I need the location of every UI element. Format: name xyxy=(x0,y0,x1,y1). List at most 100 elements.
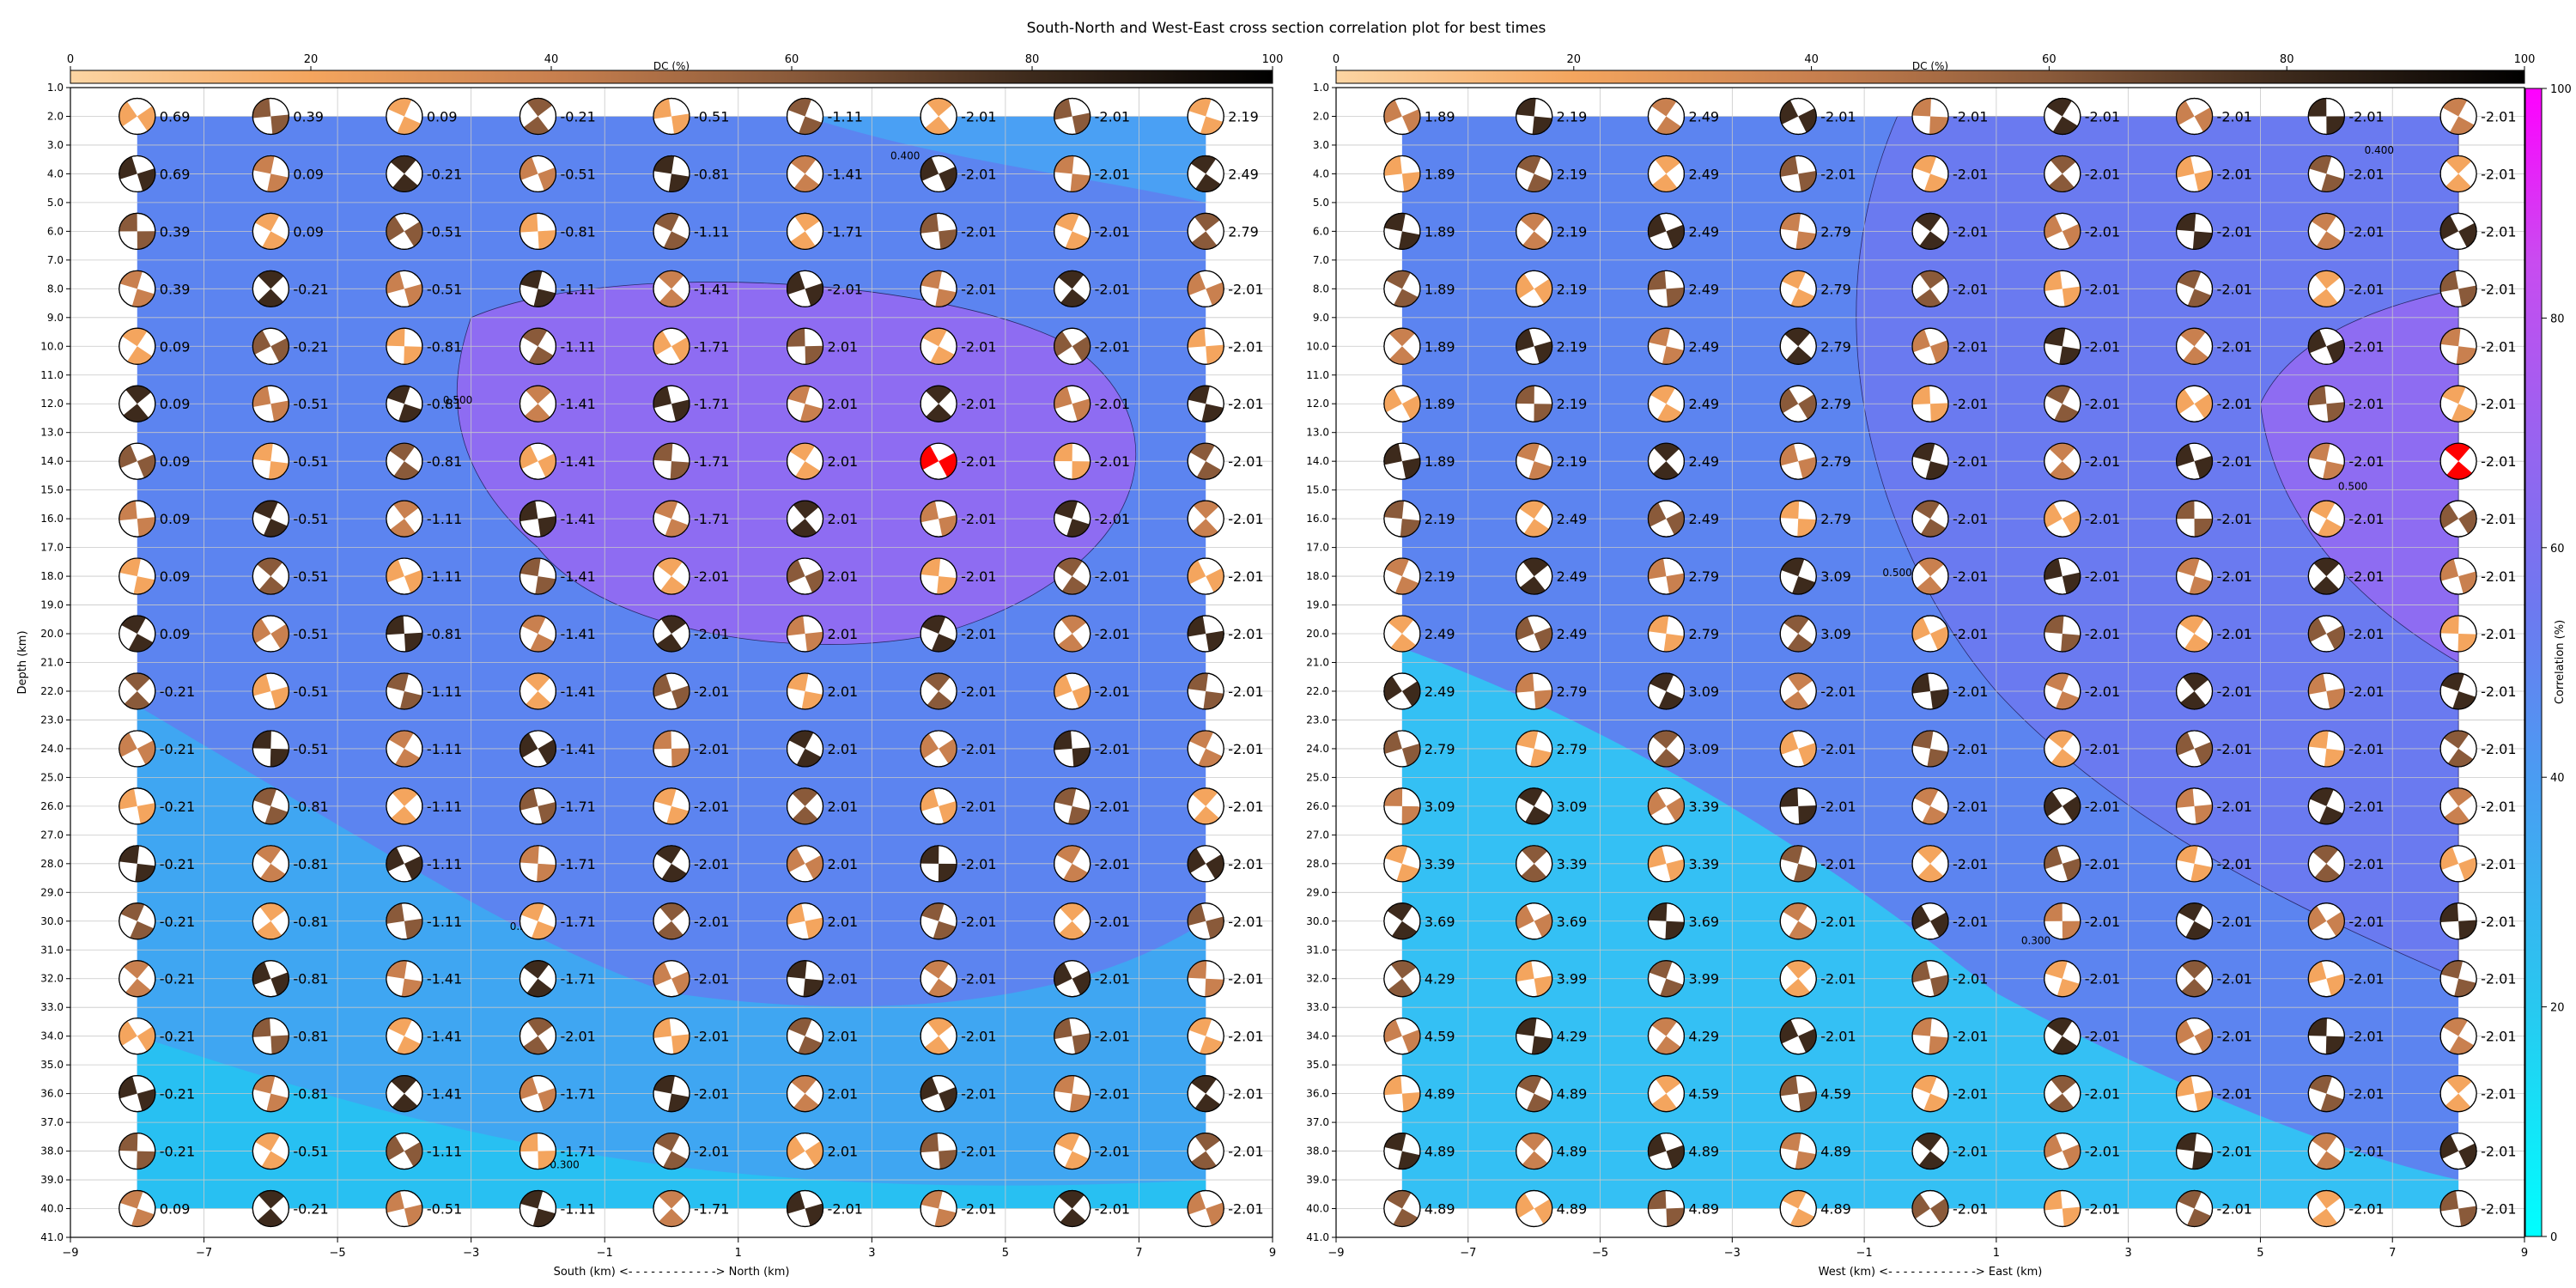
focal-mechanism xyxy=(2175,1018,2214,1055)
focal-mechanism xyxy=(2044,97,2081,136)
beachball-rim xyxy=(1516,97,1553,136)
beachball-compression-quadrant xyxy=(252,98,271,118)
focal-mechanism xyxy=(2439,902,2477,940)
beachball-rim xyxy=(118,442,156,480)
beachball-compression-quadrant xyxy=(787,98,811,117)
focal-mechanism xyxy=(1911,97,1949,136)
figure-title: South-North and West-East cross section … xyxy=(1027,20,1546,37)
beachball-rim xyxy=(1779,385,1817,422)
focal-mechanism xyxy=(2044,787,2081,825)
beachball-compression-quadrant xyxy=(1391,920,1418,939)
focal-mechanism xyxy=(1779,327,1817,365)
time-shift-label: -1.71 xyxy=(694,453,729,470)
beachball-compression-quadrant xyxy=(1918,1151,1945,1170)
beachball-compression-quadrant xyxy=(1054,787,1077,806)
focal-mechanism xyxy=(1911,212,1949,250)
focal-mechanism xyxy=(653,1075,690,1113)
beachball-rim xyxy=(252,97,289,136)
beachball-compression-quadrant xyxy=(1522,231,1548,250)
beachball-rim xyxy=(920,902,957,940)
focal-mechanism xyxy=(1911,385,1949,422)
focal-mechanism xyxy=(1383,1189,1421,1228)
beachball-compression-quadrant xyxy=(397,116,422,135)
focal-mechanism xyxy=(1647,615,1686,653)
time-shift-label: 2.01 xyxy=(828,1086,859,1103)
time-shift-label: 2.49 xyxy=(1425,626,1455,642)
focal-mechanism xyxy=(118,615,156,653)
beachball-rim xyxy=(1779,500,1817,538)
beachball-compression-quadrant xyxy=(118,845,140,864)
time-shift-label: 2.01 xyxy=(828,511,859,527)
beachball-rim xyxy=(920,845,957,883)
time-shift-label: -1.41 xyxy=(560,683,595,700)
beachball-compression-quadrant xyxy=(1188,616,1206,637)
dc-colorbar-tick-label: 80 xyxy=(1025,53,1040,66)
y-tick-label: 5.0 xyxy=(47,197,64,209)
beachball-rim xyxy=(786,730,824,768)
y-tick-label: 32.0 xyxy=(40,973,64,985)
y-tick-label: 18.0 xyxy=(1306,570,1329,582)
beachball-compression-quadrant xyxy=(1915,501,1941,519)
beachball-compression-quadrant xyxy=(1798,805,1817,824)
time-shift-label: 1.89 xyxy=(1425,338,1455,355)
beachball-rim xyxy=(786,672,824,710)
beachball-compression-quadrant xyxy=(2315,270,2341,289)
beachball-compression-quadrant xyxy=(1930,403,1948,422)
beachball-compression-quadrant xyxy=(2325,1036,2345,1054)
beachball-compression-quadrant xyxy=(1401,172,1420,192)
beachball-compression-quadrant xyxy=(1394,576,1419,595)
beachball-compression-quadrant xyxy=(2308,673,2327,695)
focal-mechanism xyxy=(2044,845,2081,883)
beachball-rim xyxy=(1054,960,1091,998)
beachball-rim xyxy=(519,730,557,768)
beachball-compression-quadrant xyxy=(1666,224,1685,248)
focal-mechanism xyxy=(118,730,156,768)
beachball-compression-quadrant xyxy=(526,978,553,997)
beachball-compression-quadrant xyxy=(535,576,556,595)
beachball-compression-quadrant xyxy=(2049,443,2075,462)
focal-mechanism xyxy=(386,97,423,136)
beachball-compression-quadrant xyxy=(1916,289,1941,307)
beachball-rim xyxy=(2439,787,2477,825)
beachball-compression-quadrant xyxy=(1648,902,1668,921)
beachball-compression-quadrant xyxy=(1390,960,1417,979)
beachball-compression-quadrant xyxy=(2049,173,2075,192)
beachball-compression-quadrant xyxy=(805,854,823,880)
y-tick-label: 14.0 xyxy=(40,455,64,467)
beachball-compression-quadrant xyxy=(660,616,687,635)
time-shift-label: 1.89 xyxy=(1425,453,1455,470)
beachball-compression-quadrant xyxy=(1057,558,1083,577)
x-tick-label: −1 xyxy=(1856,1247,1873,1260)
beachball-rim xyxy=(1911,902,1949,940)
focal-mechanism xyxy=(1516,615,1553,653)
beachball-compression-quadrant xyxy=(1388,978,1413,997)
focal-mechanism xyxy=(1054,385,1091,422)
beachball-compression-quadrant xyxy=(2324,748,2345,767)
focal-mechanism xyxy=(1054,97,1091,136)
time-shift-label: 2.49 xyxy=(1425,683,1455,700)
beachball-compression-quadrant xyxy=(2440,847,2459,871)
beachball-compression-quadrant xyxy=(1918,558,1944,577)
focal-mechanism xyxy=(2439,960,2477,998)
beachball-rim xyxy=(519,1018,557,1055)
beachball-compression-quadrant xyxy=(2445,443,2470,462)
beachball-compression-quadrant xyxy=(519,501,538,522)
beachball-rim xyxy=(1779,615,1817,653)
focal-mechanism xyxy=(1516,902,1553,940)
time-shift-label: -2.01 xyxy=(2085,971,2120,987)
focal-mechanism xyxy=(2175,902,2214,940)
focal-mechanism xyxy=(920,1018,957,1055)
time-shift-label: -2.01 xyxy=(961,1144,996,1160)
beachball-rim xyxy=(1779,787,1817,825)
time-shift-label: -1.11 xyxy=(427,1144,462,1160)
beachball-compression-quadrant xyxy=(2045,672,2069,691)
time-shift-label: -2.01 xyxy=(1095,108,1130,125)
beachball-compression-quadrant xyxy=(2323,461,2344,480)
beachball-compression-quadrant xyxy=(1054,1018,1072,1040)
focal-mechanism xyxy=(519,500,557,538)
focal-mechanism xyxy=(1779,212,1817,250)
beachball-rim xyxy=(653,1075,690,1113)
beachball-rim xyxy=(2307,787,2345,825)
